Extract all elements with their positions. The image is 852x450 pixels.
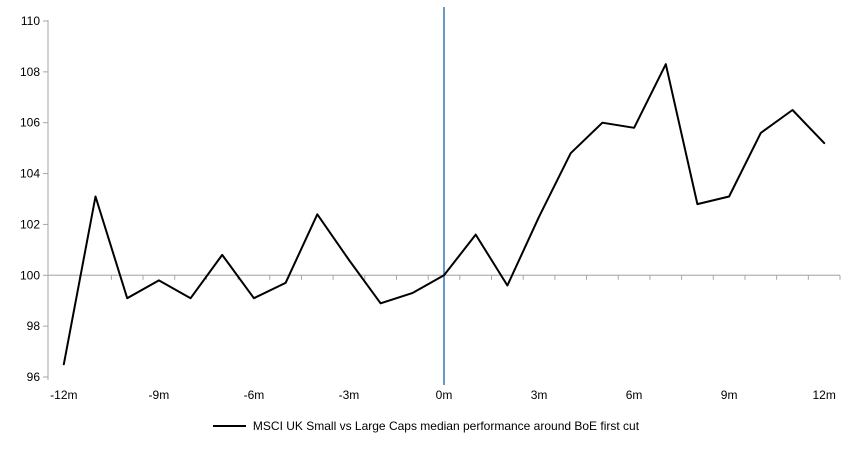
x-tick-label: 6m bbox=[626, 388, 643, 402]
x-tick-label: -6m bbox=[244, 388, 265, 402]
legend-label: MSCI UK Small vs Large Caps median perfo… bbox=[252, 419, 640, 433]
y-tick-label: 106 bbox=[20, 116, 40, 130]
y-tick-label: 100 bbox=[20, 268, 40, 282]
legend: MSCI UK Small vs Large Caps median perfo… bbox=[0, 417, 852, 435]
y-tick-label: 96 bbox=[27, 370, 41, 384]
series-line bbox=[62, 63, 826, 366]
x-tick-label: -12m bbox=[50, 388, 77, 402]
x-tick-label: -3m bbox=[339, 388, 360, 402]
y-tick-label: 104 bbox=[20, 167, 40, 181]
legend-line-swatch bbox=[212, 425, 246, 427]
y-tick-label: 108 bbox=[20, 65, 40, 79]
y-tick-label: 102 bbox=[20, 217, 40, 231]
x-tick-label: 0m bbox=[436, 388, 453, 402]
y-tick-label: 110 bbox=[21, 14, 40, 28]
x-tick-label: 9m bbox=[721, 388, 738, 402]
x-tick-label: 3m bbox=[531, 388, 548, 402]
y-tick-label: 98 bbox=[27, 319, 41, 333]
x-tick-label: -9m bbox=[149, 388, 170, 402]
x-tick-label: 12m bbox=[812, 388, 835, 402]
